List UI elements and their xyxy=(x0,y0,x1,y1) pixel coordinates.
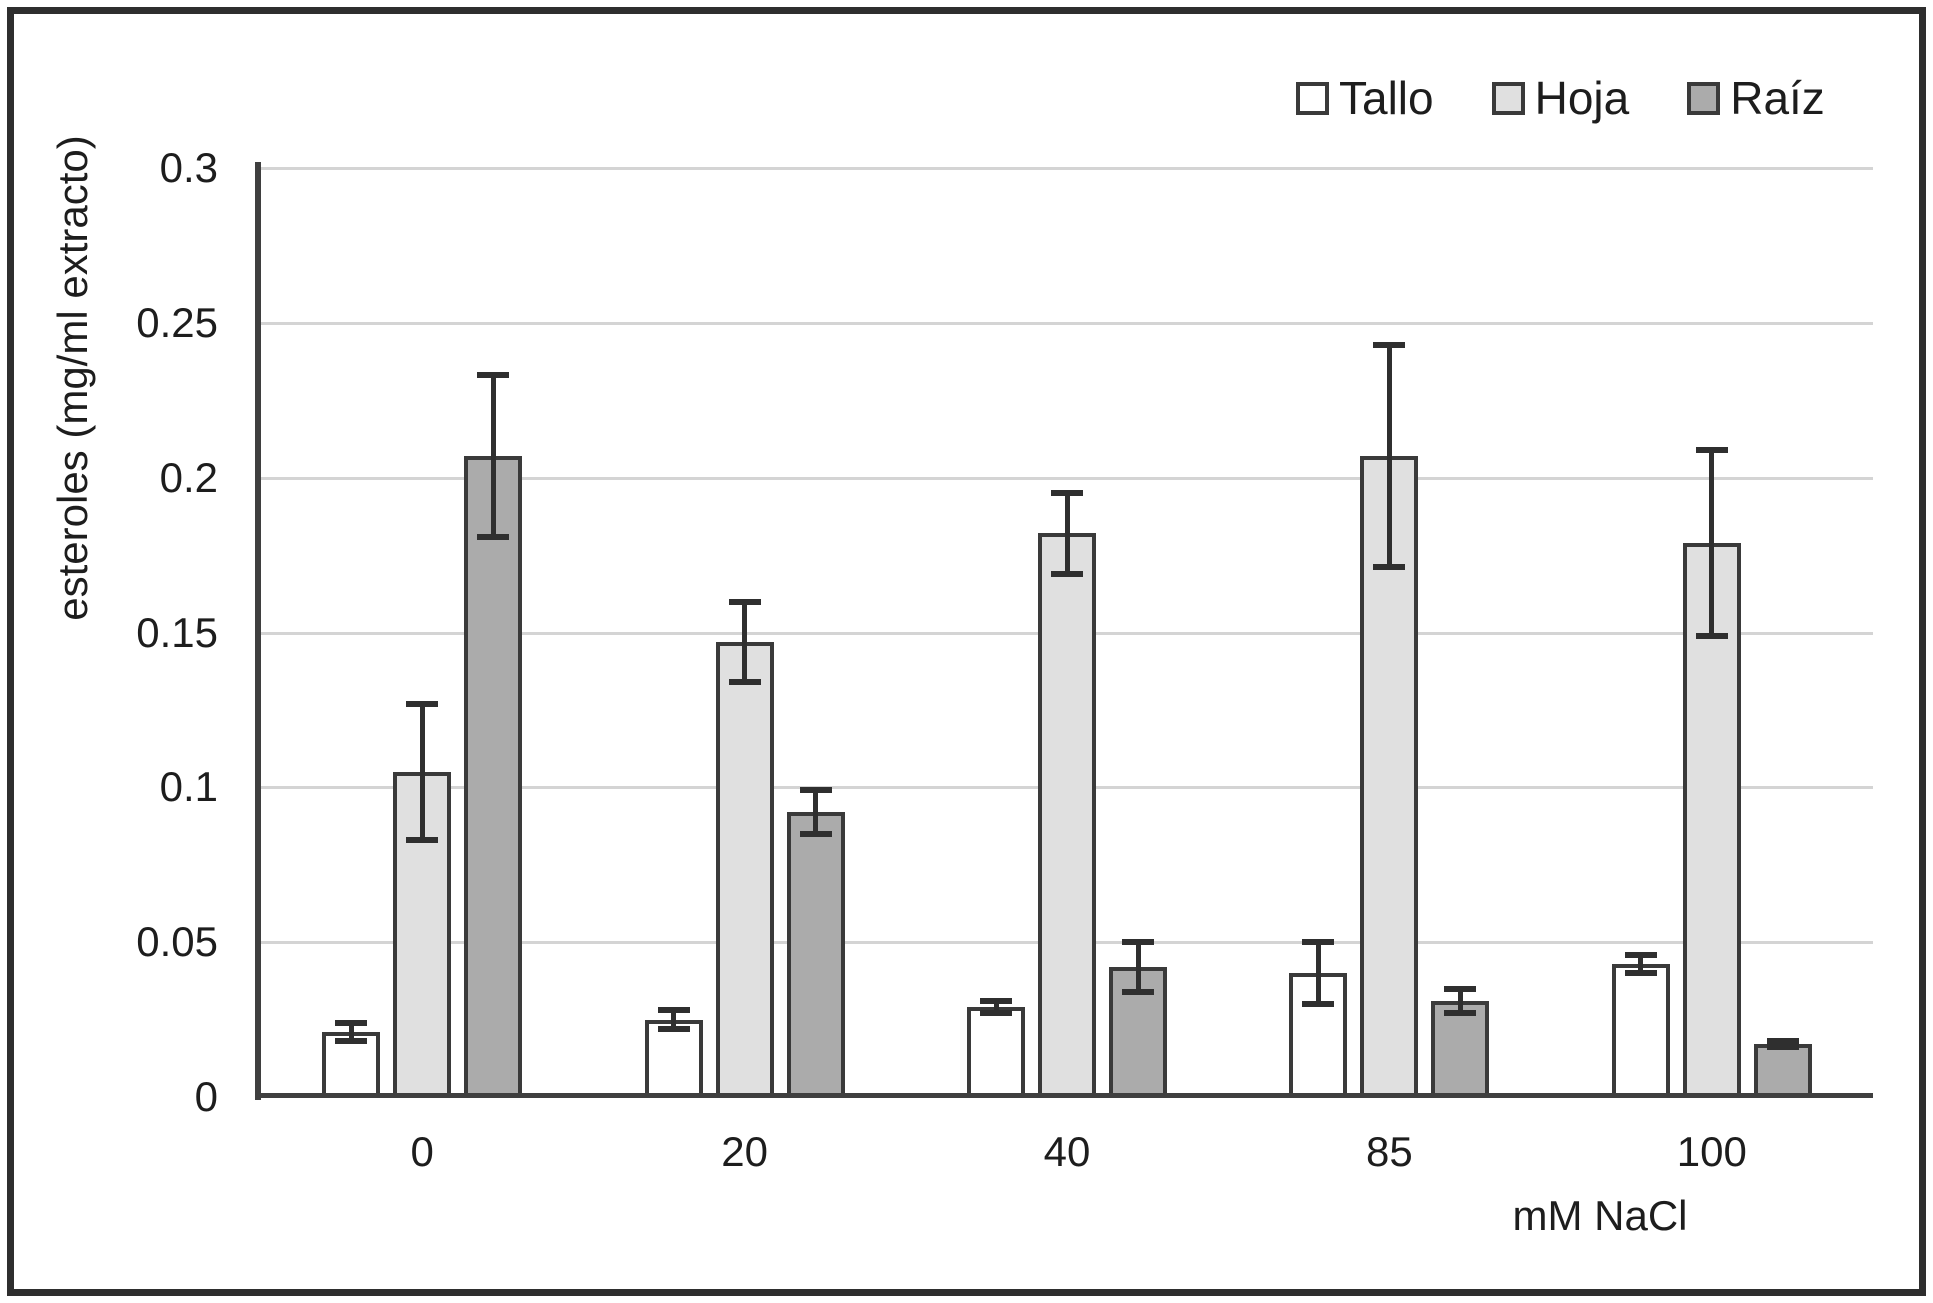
error-bar-raiz-0 xyxy=(490,375,496,537)
error-cap-bottom-raiz-100 xyxy=(1766,1044,1799,1051)
gridline-0.25 xyxy=(261,321,1873,325)
legend: Tallo Hoja Raíz xyxy=(1296,68,1825,128)
y-tick-label-0.25: 0.25 xyxy=(136,298,218,346)
figure-border xyxy=(7,7,1926,1296)
x-axis-line xyxy=(255,1093,1873,1098)
error-bar-tallo-20 xyxy=(671,1010,677,1029)
error-cap-bottom-hoja-100 xyxy=(1695,632,1728,639)
legend-item-tallo: Tallo xyxy=(1296,74,1434,122)
error-bar-hoja-40 xyxy=(1064,493,1070,574)
error-cap-bottom-hoja-40 xyxy=(1051,570,1083,577)
error-cap-bottom-tallo-100 xyxy=(1624,970,1657,977)
error-cap-bottom-raiz-20 xyxy=(799,830,832,837)
error-bar-hoja-20 xyxy=(742,601,748,683)
gridline-0.3 xyxy=(261,167,1873,170)
error-cap-top-tallo-85 xyxy=(1302,939,1335,946)
error-cap-top-hoja-85 xyxy=(1373,341,1406,348)
y-tick-label-0.1: 0.1 xyxy=(159,763,218,811)
y-axis-line xyxy=(255,162,261,1100)
bar-tallo-100 xyxy=(1611,964,1670,1097)
legend-item-raiz: Raíz xyxy=(1687,74,1825,122)
x-tick-label-40: 40 xyxy=(1043,1128,1091,1175)
error-cap-bottom-tallo-0 xyxy=(335,1038,368,1045)
x-axis-title: mM NaCl xyxy=(1512,1192,1688,1239)
error-cap-bottom-tallo-40 xyxy=(980,1010,1012,1017)
legend-label-tallo: Tallo xyxy=(1339,72,1434,124)
bar-hoja-20 xyxy=(715,642,774,1097)
error-cap-bottom-tallo-85 xyxy=(1302,1001,1335,1008)
y-tick-label-0.2: 0.2 xyxy=(159,453,218,501)
error-cap-top-tallo-100 xyxy=(1624,951,1657,958)
legend-label-hoja: Hoja xyxy=(1534,72,1630,124)
error-bar-hoja-0 xyxy=(419,703,425,840)
error-cap-top-raiz-0 xyxy=(477,372,510,379)
error-cap-bottom-raiz-85 xyxy=(1444,1010,1477,1017)
x-tick-label-20: 20 xyxy=(721,1128,768,1175)
error-cap-top-raiz-100 xyxy=(1766,1038,1799,1045)
y-tick-label-0: 0 xyxy=(194,1073,218,1120)
error-bar-tallo-100 xyxy=(1638,954,1644,974)
error-cap-bottom-raiz-40 xyxy=(1122,988,1154,995)
error-bar-raiz-100 xyxy=(1780,1041,1786,1048)
error-bar-tallo-40 xyxy=(993,1001,999,1014)
error-cap-top-hoja-0 xyxy=(406,700,439,707)
error-cap-top-hoja-20 xyxy=(728,598,761,605)
legend-item-hoja: Hoja xyxy=(1491,72,1630,124)
bar-tallo-40 xyxy=(967,1007,1025,1097)
error-bar-tallo-0 xyxy=(348,1022,354,1042)
error-cap-top-raiz-40 xyxy=(1122,939,1154,946)
y-tick-label-0.15: 0.15 xyxy=(136,608,218,656)
error-bar-raiz-85 xyxy=(1457,988,1463,1014)
error-bar-hoja-85 xyxy=(1386,344,1392,568)
y-tick-label-0.05: 0.05 xyxy=(136,918,218,966)
error-bar-raiz-40 xyxy=(1135,942,1141,992)
error-cap-top-tallo-40 xyxy=(980,998,1012,1004)
x-tick-label-0: 0 xyxy=(410,1128,434,1175)
error-cap-top-raiz-20 xyxy=(799,787,832,794)
error-bar-hoja-100 xyxy=(1709,449,1715,636)
error-cap-bottom-tallo-20 xyxy=(657,1025,690,1032)
error-bar-tallo-85 xyxy=(1315,942,1321,1005)
gridline-0.2 xyxy=(261,476,1873,480)
error-cap-top-tallo-0 xyxy=(335,1019,368,1026)
error-cap-top-hoja-100 xyxy=(1695,446,1728,453)
y-tick-label-0.3: 0.3 xyxy=(159,144,218,191)
bar-raiz-100 xyxy=(1753,1044,1812,1097)
bar-hoja-40 xyxy=(1038,533,1096,1097)
x-tick-label-85: 85 xyxy=(1366,1128,1413,1175)
bar-raiz-20 xyxy=(786,812,845,1097)
legend-swatch-hoja-icon xyxy=(1491,81,1525,115)
error-cap-top-hoja-40 xyxy=(1051,490,1083,497)
error-bar-raiz-20 xyxy=(813,790,819,834)
error-cap-top-tallo-20 xyxy=(657,1007,690,1014)
x-tick-label-100: 100 xyxy=(1676,1128,1747,1175)
legend-swatch-tallo-icon xyxy=(1296,81,1329,115)
error-cap-top-raiz-85 xyxy=(1444,985,1477,992)
error-cap-bottom-hoja-20 xyxy=(728,679,761,686)
bar-raiz-0 xyxy=(464,456,523,1097)
legend-label-raiz: Raíz xyxy=(1730,72,1825,124)
error-cap-bottom-raiz-0 xyxy=(477,533,510,540)
error-cap-bottom-hoja-85 xyxy=(1373,564,1406,571)
error-cap-bottom-hoja-0 xyxy=(406,836,439,843)
legend-swatch-raiz-icon xyxy=(1687,81,1721,115)
